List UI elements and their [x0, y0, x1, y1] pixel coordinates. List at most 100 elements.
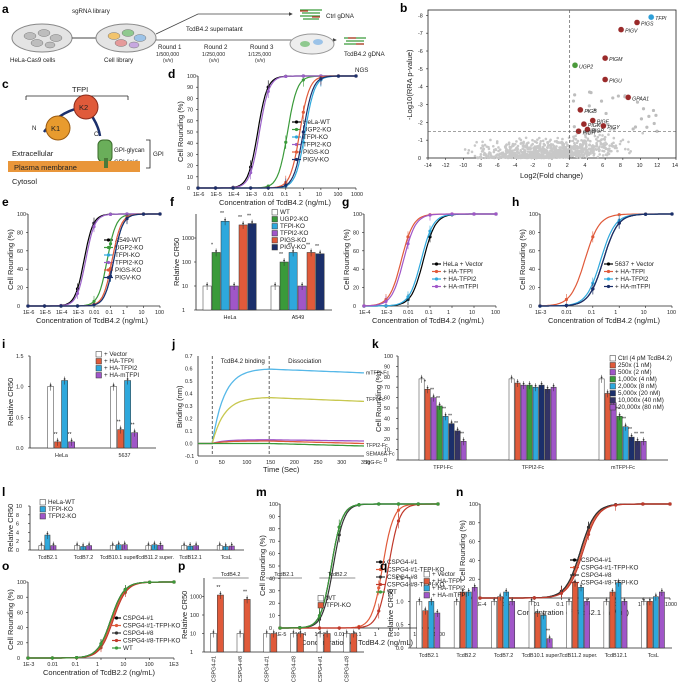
significance-star: ** — [436, 396, 440, 402]
background-point — [556, 136, 560, 140]
background-point — [522, 140, 525, 144]
round-3-dose: 1/125,000 — [248, 52, 271, 58]
background-point — [607, 152, 611, 156]
ytick-label: 80 — [269, 527, 275, 533]
y-axis-label: Relative CR50 — [180, 591, 189, 639]
replicate-point — [283, 259, 285, 262]
background-point — [552, 155, 555, 159]
ytick-label: -0.1 — [185, 454, 194, 460]
bar — [306, 252, 316, 311]
background-point — [546, 141, 550, 145]
xtick-label: 250 — [314, 460, 323, 466]
background-point — [611, 96, 615, 100]
background-points — [463, 90, 659, 160]
background-point — [639, 117, 644, 121]
background-point — [579, 143, 583, 146]
cytosol-label: Cytosol — [12, 177, 37, 186]
xtick-label: 0.01 — [47, 662, 58, 668]
background-point — [629, 150, 632, 153]
replicate-point — [56, 439, 59, 442]
xtick-label: 6 — [601, 163, 604, 169]
background-point — [492, 150, 496, 154]
data-point — [148, 580, 152, 584]
legend-marker — [572, 558, 577, 562]
ytick-label: 80 — [469, 521, 475, 527]
data-point — [564, 297, 569, 302]
legend-label: + Vector — [104, 351, 127, 358]
legend-swatch — [39, 513, 46, 520]
ytick-label: 0.0 — [16, 446, 24, 452]
bar — [659, 591, 665, 649]
xtick-label: 1000 — [351, 192, 363, 198]
panel-label-d: d — [168, 67, 175, 81]
data-point — [337, 626, 341, 630]
background-point — [517, 156, 520, 160]
rounds: Round 1 1/500,000 (v/v) Round 2 1/250,00… — [156, 44, 274, 64]
significance-star: * — [424, 379, 426, 385]
gene-point-pigk — [580, 120, 588, 128]
xtick-label: 2 — [566, 163, 569, 169]
sgrna-label: sgRNA library — [72, 8, 111, 15]
y-axis-label: Cell Rounding (%) — [176, 101, 185, 162]
data-point — [249, 171, 253, 175]
bar — [503, 591, 510, 649]
data-point — [301, 78, 305, 82]
background-point — [596, 155, 600, 159]
ytick-label: 8 — [16, 513, 19, 519]
background-point — [505, 143, 509, 146]
legend-label: CSPG4-#8-TFPI-KO — [123, 638, 180, 645]
background-point — [586, 109, 591, 113]
replicate-point — [424, 608, 427, 611]
background-point — [546, 146, 549, 150]
k2-label: K2 — [79, 103, 88, 112]
curve--ha-mtfpi — [540, 213, 672, 307]
background-point — [631, 127, 635, 131]
ytick-label: 0 — [17, 656, 20, 662]
data-point — [301, 140, 305, 144]
gene-label-pigf: PIGF — [597, 120, 610, 126]
background-point — [556, 154, 560, 158]
legend-label: WT — [280, 209, 290, 216]
significance-star: ** — [238, 215, 242, 221]
legend-label: PIGV-KO — [115, 275, 141, 282]
panel-m: 1E-51E-41E-30.010.1110100100001020304050… — [258, 502, 445, 647]
replicate-point — [530, 598, 533, 601]
legend-label: PIGV-KO — [303, 157, 329, 164]
background-point — [598, 145, 601, 149]
xtick-label: 1E-3 — [381, 310, 392, 316]
gene-point-pigm — [601, 54, 609, 62]
panel-label-p: p — [178, 559, 185, 573]
replicate-point — [224, 544, 227, 546]
legend-marker — [606, 277, 611, 281]
replicate-point — [493, 598, 496, 601]
ngs-label: NGS — [355, 67, 368, 74]
significance-star: ** — [448, 414, 452, 420]
round-1-unit: (v/v) — [163, 58, 173, 64]
background-point — [610, 144, 614, 148]
background-point — [606, 122, 610, 126]
bar — [243, 599, 251, 653]
significance-star: ** — [216, 585, 220, 591]
xtick-label: 10 — [394, 632, 400, 638]
legend-label: CSPG4-#8-TFPI-KO — [387, 582, 444, 589]
replicate-point — [438, 403, 441, 406]
ytick-label: 0 — [16, 548, 19, 554]
background-point — [480, 150, 484, 153]
legend-label: PIGV-KO — [280, 244, 306, 251]
ytick-label: 0.5 — [16, 415, 24, 421]
replicate-point — [218, 543, 221, 545]
xtick-label: -6 — [495, 163, 500, 169]
bar — [110, 386, 117, 449]
xtick-label: 0 — [548, 163, 551, 169]
replicate-point — [432, 395, 435, 397]
panel-c: c TFPI K1 K2 N C GPI-glycan GPI-lipid GP… — [2, 77, 164, 186]
data-point — [266, 89, 270, 93]
group-label: TcdB10.1 super. — [100, 555, 139, 561]
data-point — [428, 235, 432, 239]
background-point — [641, 131, 645, 135]
bar — [428, 601, 435, 649]
background-point — [533, 140, 537, 143]
xtick-label: 4 — [583, 163, 586, 169]
y-axis-label: Relative CR50 — [172, 238, 181, 286]
replicate-point — [230, 543, 233, 546]
